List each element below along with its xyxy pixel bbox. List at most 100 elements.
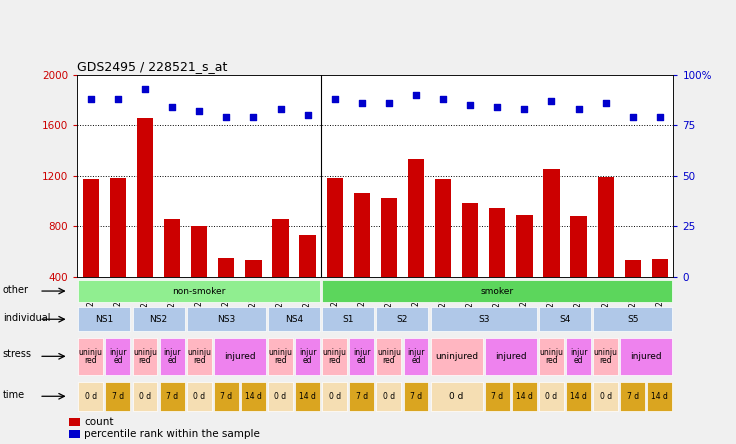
Text: 14 d: 14 d (651, 392, 668, 401)
Bar (245, 260, 261, 327)
Text: 14 d: 14 d (299, 392, 316, 401)
Bar (137, 118, 153, 327)
Text: GDS2495 / 228521_s_at: GDS2495 / 228521_s_at (77, 60, 227, 73)
Bar (105, 338, 130, 375)
Text: NS4: NS4 (285, 315, 303, 324)
Bar (620, 338, 673, 375)
Point (410, 91, 422, 99)
Bar (78, 280, 320, 302)
Point (85, 95, 96, 103)
Bar (431, 307, 537, 331)
Bar (78, 307, 130, 331)
Bar (214, 338, 266, 375)
Bar (593, 338, 618, 375)
Text: 0 d: 0 d (85, 392, 97, 401)
Bar (539, 338, 564, 375)
Point (573, 105, 584, 112)
Text: NS3: NS3 (217, 315, 236, 324)
Bar (187, 338, 212, 375)
Text: uninju
red: uninju red (377, 348, 401, 365)
Bar (403, 382, 428, 411)
Bar (485, 382, 510, 411)
Point (654, 114, 666, 121)
Text: S3: S3 (478, 315, 489, 324)
Point (545, 97, 557, 104)
Text: 0 d: 0 d (545, 392, 558, 401)
Text: 0 d: 0 d (139, 392, 151, 401)
Bar (300, 235, 316, 327)
Bar (648, 382, 673, 411)
Text: 7 d: 7 d (166, 392, 178, 401)
Bar (539, 307, 591, 331)
Bar (543, 169, 559, 327)
Bar (322, 280, 673, 302)
Bar (68, 430, 79, 438)
Text: uninju
red: uninju red (269, 348, 292, 365)
Text: 7 d: 7 d (355, 392, 368, 401)
Bar (376, 338, 401, 375)
Text: stress: stress (3, 349, 32, 359)
Bar (381, 198, 397, 327)
Point (139, 85, 151, 92)
Text: uninju
red: uninju red (594, 348, 618, 365)
Bar (78, 382, 103, 411)
Text: S2: S2 (397, 315, 408, 324)
Point (356, 99, 368, 107)
Bar (566, 338, 591, 375)
Bar (539, 382, 564, 411)
Text: 7 d: 7 d (112, 392, 124, 401)
Text: S5: S5 (627, 315, 639, 324)
Bar (164, 218, 180, 327)
Text: uninjured: uninjured (435, 352, 478, 361)
Bar (268, 307, 320, 331)
Bar (218, 258, 235, 327)
Text: 0 d: 0 d (383, 392, 395, 401)
Text: injur
ed: injur ed (407, 348, 425, 365)
Text: S1: S1 (342, 315, 354, 324)
Text: smoker: smoker (481, 286, 514, 296)
Text: injur
ed: injur ed (109, 348, 127, 365)
Bar (268, 382, 293, 411)
Text: uninju
red: uninju red (79, 348, 103, 365)
Text: non-smoker: non-smoker (172, 286, 226, 296)
Bar (516, 215, 533, 327)
Bar (620, 382, 645, 411)
Text: 7 d: 7 d (410, 392, 422, 401)
Bar (272, 218, 289, 327)
Point (329, 95, 341, 103)
Bar (485, 338, 537, 375)
Bar (295, 382, 320, 411)
Bar (652, 259, 668, 327)
Text: injur
ed: injur ed (353, 348, 370, 365)
Point (383, 99, 394, 107)
Text: 0 d: 0 d (329, 392, 341, 401)
Point (519, 105, 531, 112)
Bar (593, 382, 618, 411)
Text: 7 d: 7 d (627, 392, 639, 401)
Point (166, 103, 178, 111)
Bar (408, 159, 424, 327)
Text: NS1: NS1 (95, 315, 113, 324)
Bar (187, 307, 266, 331)
Bar (350, 338, 375, 375)
Bar (82, 179, 99, 327)
Point (627, 114, 639, 121)
Text: uninju
red: uninju red (539, 348, 564, 365)
Bar (295, 338, 320, 375)
Text: individual: individual (3, 313, 50, 323)
Text: 14 d: 14 d (245, 392, 262, 401)
Text: 14 d: 14 d (516, 392, 533, 401)
Bar (489, 208, 506, 327)
Bar (187, 382, 212, 411)
Text: percentile rank within the sample: percentile rank within the sample (84, 429, 260, 439)
Text: 7 d: 7 d (220, 392, 233, 401)
Bar (322, 307, 375, 331)
Text: S4: S4 (559, 315, 570, 324)
Text: uninju
red: uninju red (133, 348, 157, 365)
Bar (435, 179, 451, 327)
Bar (68, 418, 79, 426)
Bar (593, 307, 673, 331)
Text: time: time (3, 389, 25, 400)
Text: NS2: NS2 (149, 315, 168, 324)
Bar (350, 382, 375, 411)
